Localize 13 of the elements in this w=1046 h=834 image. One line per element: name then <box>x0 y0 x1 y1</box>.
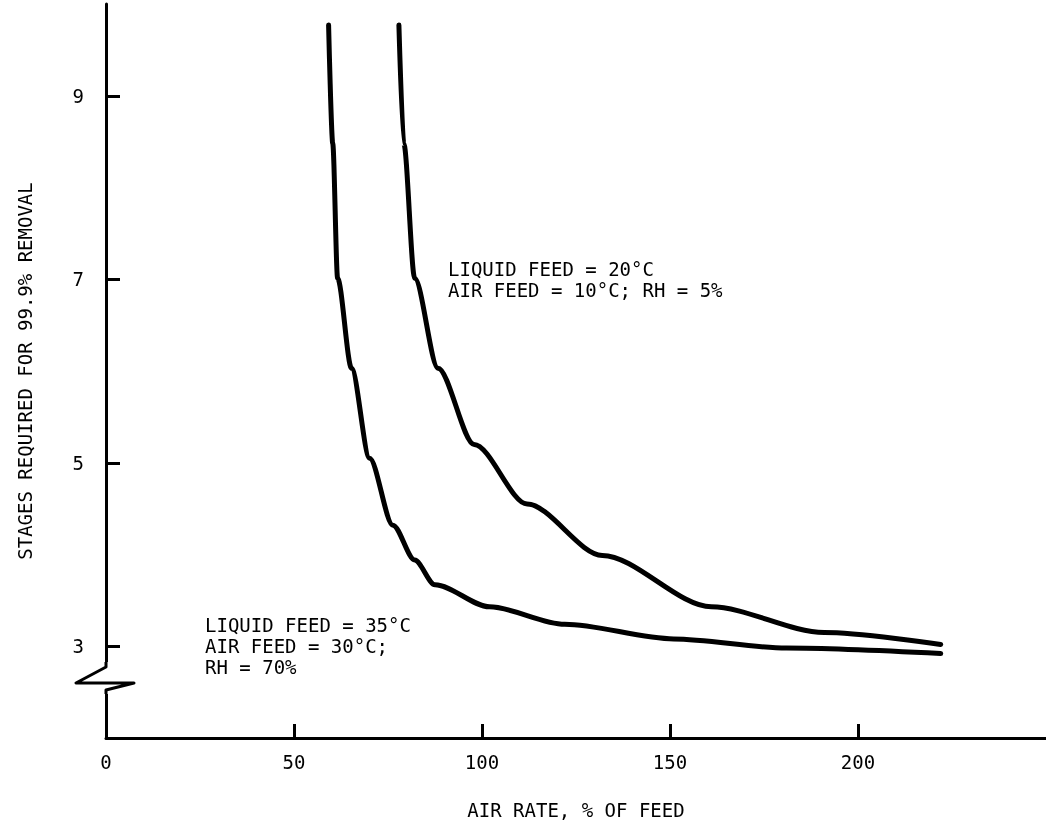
y-tick-label: 7 <box>72 268 84 291</box>
x-tick-label: 0 <box>100 750 112 773</box>
y-tick-label: 9 <box>72 84 84 107</box>
x-tick-label: 200 <box>840 750 876 773</box>
x-tick-label: 50 <box>282 750 306 773</box>
x-tick-label: 150 <box>652 750 688 773</box>
y-tick-label: 3 <box>72 635 84 658</box>
y-axis-title: STAGES REQUIRED FOR 99.9% REMOVAL <box>13 182 36 560</box>
annotation: LIQUID FEED = 35°C AIR FEED = 30°C; RH = 70% <box>205 613 411 678</box>
annotation: LIQUID FEED = 20°C AIR FEED = 10°C; RH = 5% <box>448 257 724 301</box>
x-tick-label: 100 <box>464 750 500 773</box>
x-axis-title: AIR RATE, % OF FEED <box>467 798 685 821</box>
y-tick-label: 5 <box>72 451 84 474</box>
